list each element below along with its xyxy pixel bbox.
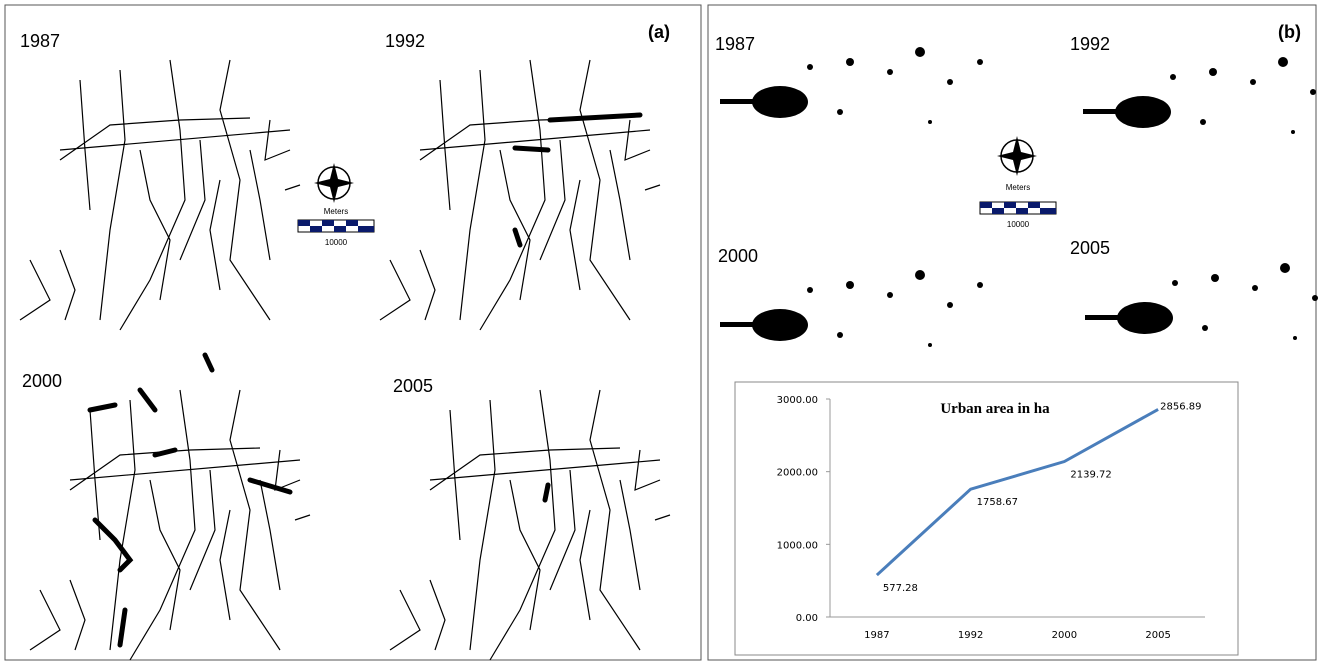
year-label: 1992 xyxy=(385,31,425,51)
y-tick-label: 1000.00 xyxy=(777,540,818,551)
data-label: 577.28 xyxy=(883,583,918,594)
x-tick-label: 1992 xyxy=(958,630,983,641)
year-label: 2005 xyxy=(1070,238,1110,258)
scale-unit: Meters xyxy=(324,207,348,216)
data-label: 2139.72 xyxy=(1070,470,1111,481)
x-tick-label: 1987 xyxy=(864,630,889,641)
year-label: 1992 xyxy=(1070,34,1110,54)
year-label: 1987 xyxy=(20,31,60,51)
panel-a-frame xyxy=(5,5,701,660)
data-label: 2856.89 xyxy=(1160,401,1201,412)
year-label: 2000 xyxy=(22,371,62,391)
year-label: 1987 xyxy=(715,34,755,54)
chart-title: Urban area in ha xyxy=(940,401,1050,417)
panel-label: (b) xyxy=(1278,22,1301,42)
y-tick-label: 0.00 xyxy=(796,613,818,624)
data-label: 1758.67 xyxy=(977,497,1018,508)
x-tick-label: 2000 xyxy=(1052,630,1077,641)
figure: Meters 10000 1987 1992 2000 2005 (a) Met… xyxy=(0,0,1320,665)
scale-distance: 10000 xyxy=(1007,220,1030,229)
x-tick-label: 2005 xyxy=(1145,630,1170,641)
panel-label: (a) xyxy=(648,22,670,42)
urban-extent xyxy=(720,47,1320,347)
y-tick-label: 3000.00 xyxy=(777,395,818,406)
year-label: 2005 xyxy=(393,376,433,396)
scale-unit: Meters xyxy=(1006,183,1030,192)
y-tick-label: 2000.00 xyxy=(777,468,818,479)
scale-distance: 10000 xyxy=(325,238,348,247)
new-roads xyxy=(90,115,640,645)
year-label: 2000 xyxy=(718,246,758,266)
